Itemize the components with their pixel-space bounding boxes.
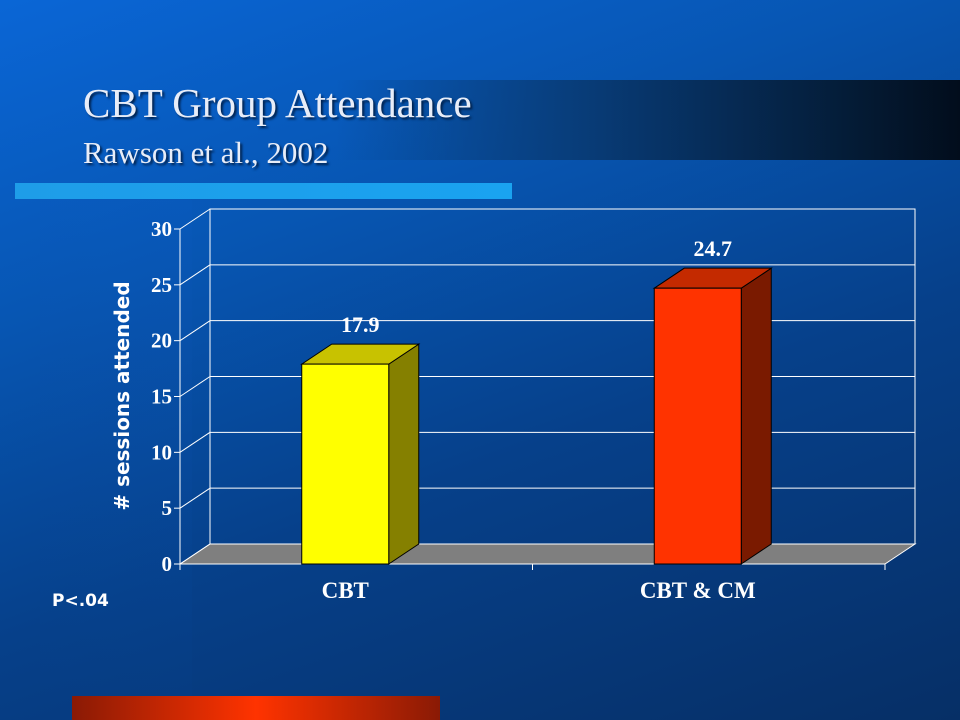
data-label: 17.9	[341, 312, 380, 337]
y-tick-label: 25	[151, 273, 172, 297]
y-axis-label: # sessions attended	[110, 281, 134, 510]
slide-title: CBT Group Attendance	[83, 80, 472, 126]
bar	[301, 363, 390, 565]
title-band	[0, 80, 960, 160]
plot-floor	[178, 543, 917, 565]
p-value-note: P<.04	[52, 591, 109, 611]
bar-side	[740, 267, 772, 565]
bottom-accent-bar	[72, 696, 440, 720]
slide-subtitle: Rawson et al., 2002	[83, 135, 329, 170]
y-tick-label: 30	[151, 217, 172, 241]
bar	[653, 287, 742, 565]
gridline-side	[179, 543, 211, 565]
y-tick-label: 10	[151, 440, 172, 464]
x-tick-label: CBT	[322, 578, 369, 603]
gridline-side	[179, 376, 211, 397]
y-tick-label: 20	[151, 329, 172, 353]
accent-bar	[15, 183, 512, 199]
gridline-side	[179, 208, 211, 230]
gridline-side	[179, 264, 211, 286]
left-decor-strip	[40, 200, 192, 720]
y-tick-label: 5	[162, 496, 173, 520]
gridline-side	[179, 431, 211, 453]
data-label: 24.7	[694, 236, 733, 261]
bar-side	[388, 343, 420, 565]
x-tick-label: CBT & CM	[640, 578, 756, 603]
gridline-side	[179, 487, 211, 509]
y-tick-label: 0	[162, 552, 173, 576]
y-tick-label: 15	[151, 385, 172, 409]
gridline-side	[179, 320, 211, 342]
